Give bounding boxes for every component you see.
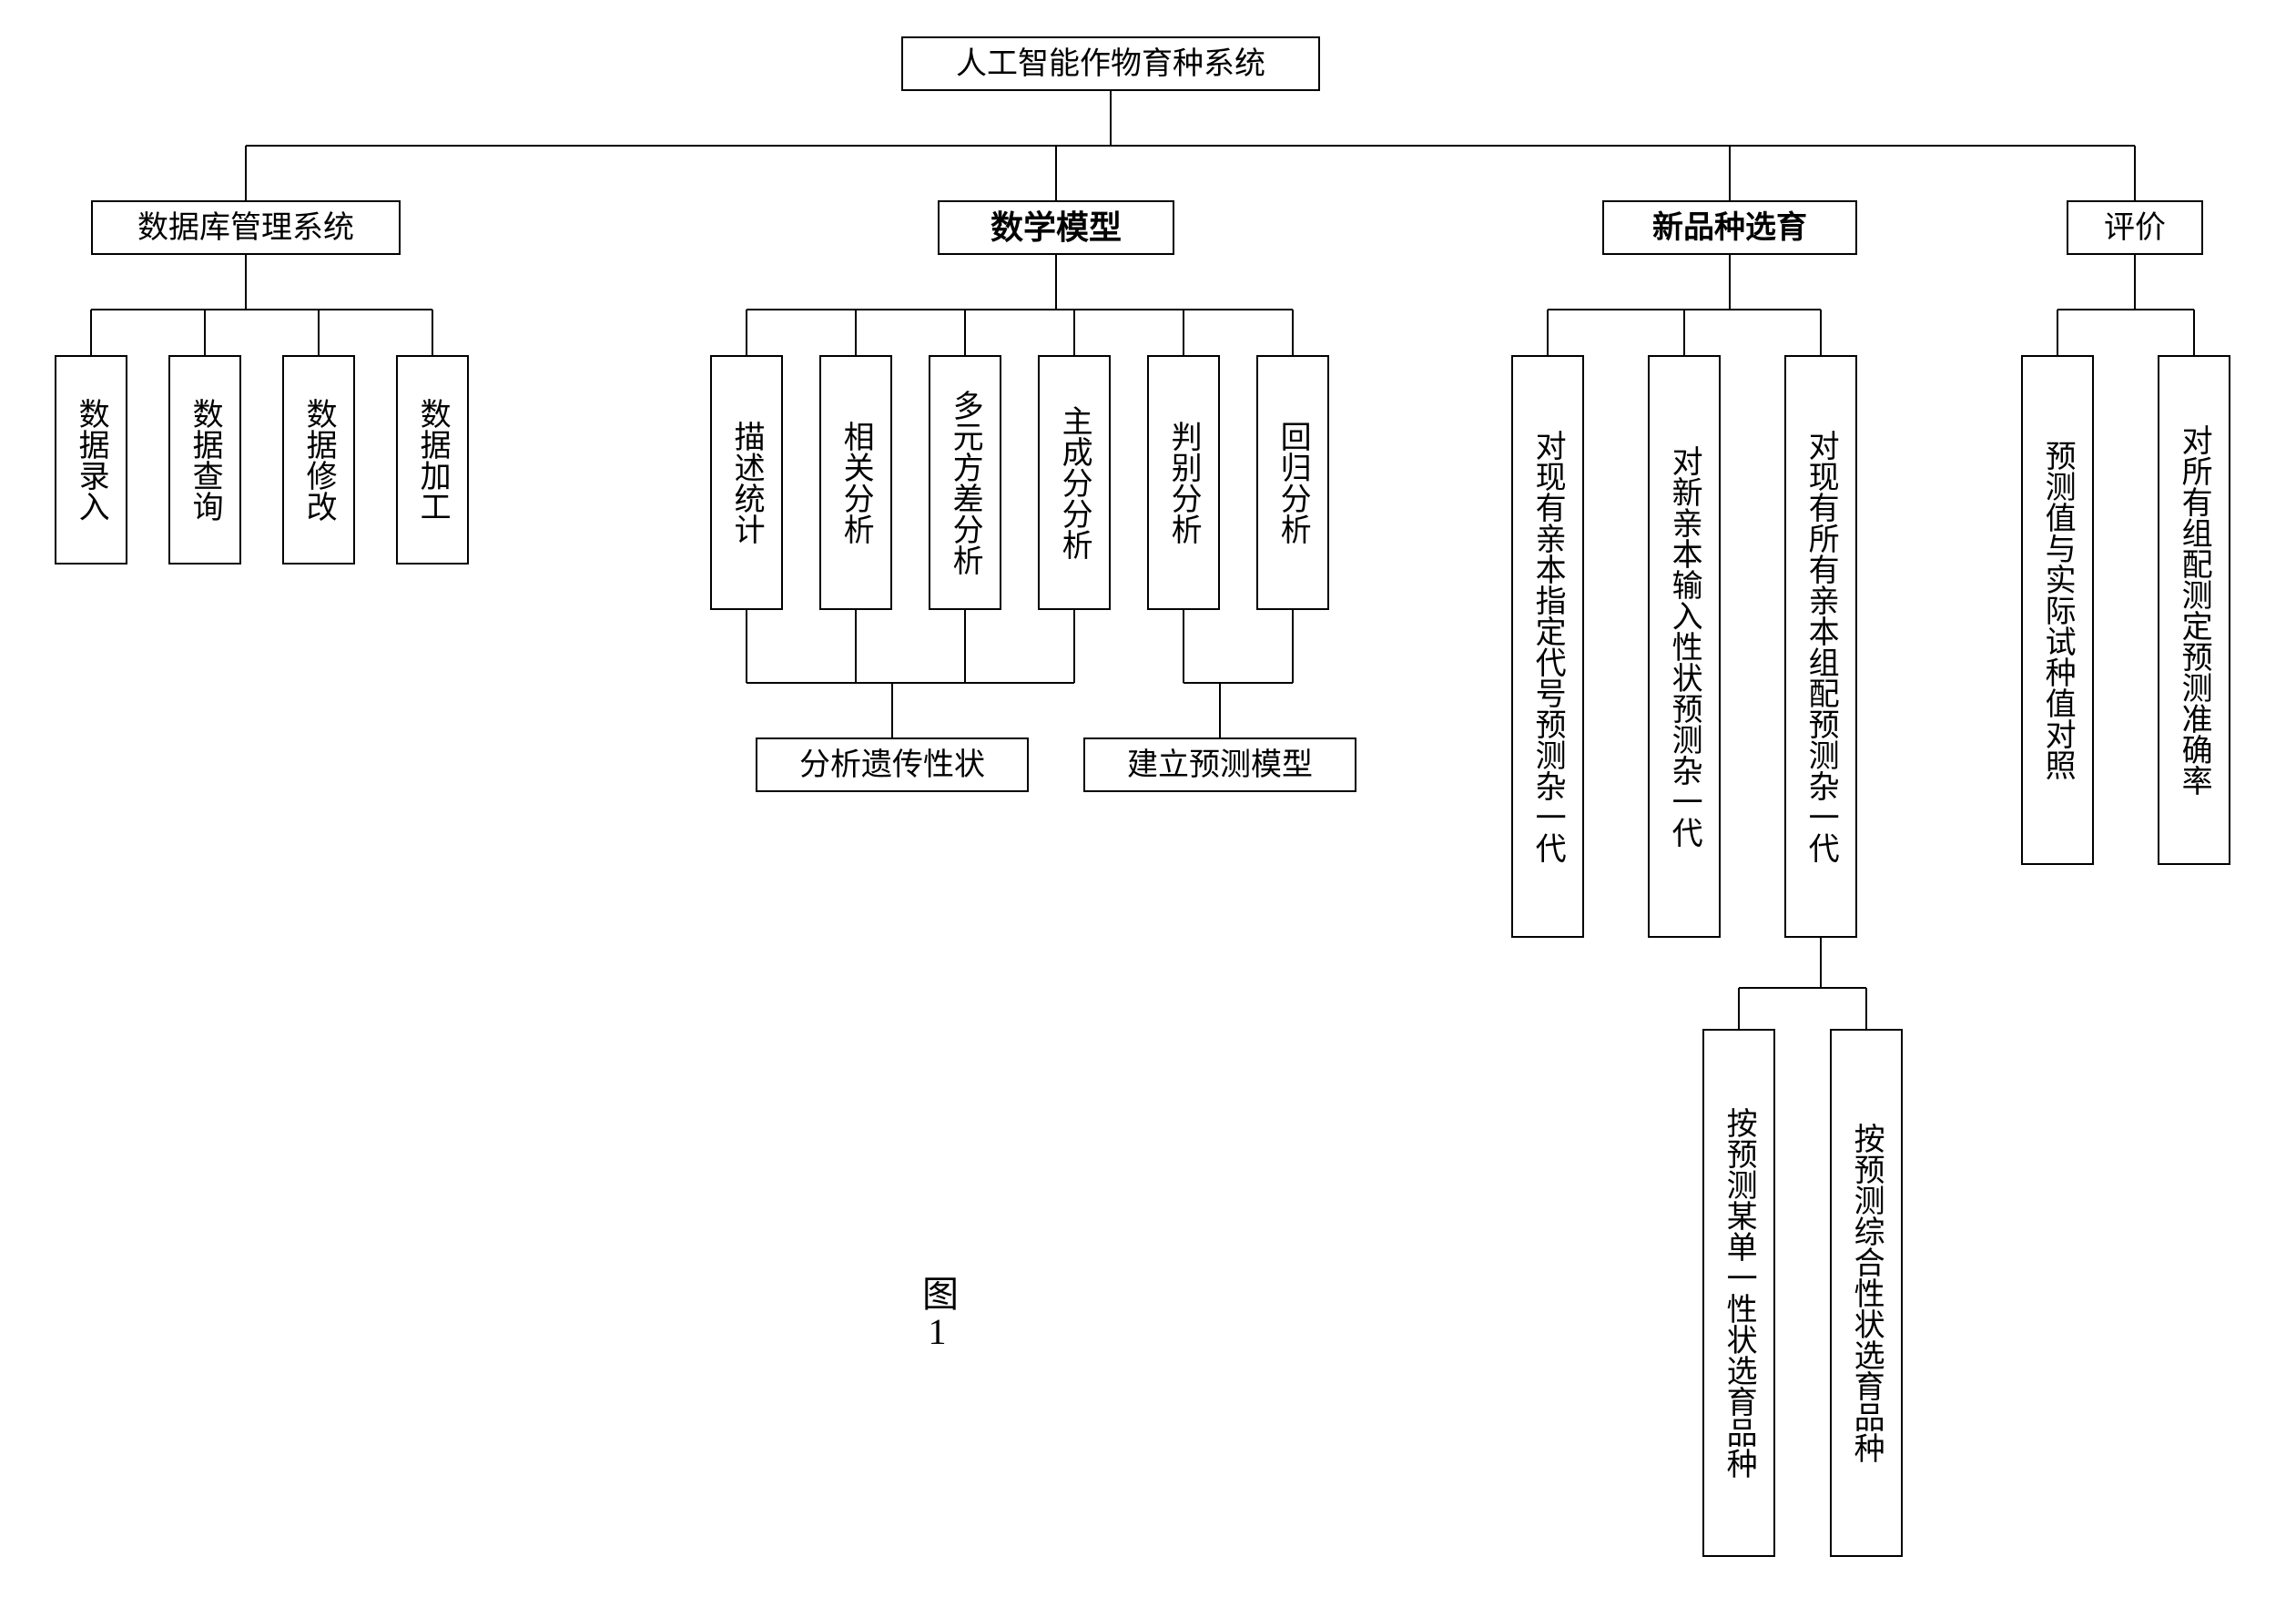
node-m1: 描述统计	[710, 355, 783, 610]
org-chart: 人工智能作物育种系统数据库管理系统 数学模型 新品种选育 评价数据录入 数据查询 数据修改…	[18, 18, 2278, 1579]
node-db1: 数据录入	[55, 355, 127, 565]
node-label: 回归分析	[1273, 421, 1313, 544]
node-label: 按预测某单一性状选育品种	[1719, 1107, 1759, 1479]
node-label: 对新亲本输入性状预测杂一代	[1664, 445, 1704, 848]
node-label: 多元方差分析	[945, 390, 985, 575]
node-m3: 多元方差分析	[929, 355, 1001, 610]
node-e2: 对所有组配测定预测准确率	[2158, 355, 2230, 865]
node-label: 相关分析	[836, 421, 876, 544]
node-label: 对现有亲本指定代号预测杂一代	[1528, 430, 1568, 863]
node-label: 数据加工	[412, 398, 452, 522]
node-b2: 对新亲本输入性状预测杂一代	[1648, 355, 1721, 938]
node-b1: 对现有亲本指定代号预测杂一代	[1511, 355, 1584, 938]
node-root: 人工智能作物育种系统	[901, 36, 1320, 91]
node-eval: 评价	[2067, 200, 2203, 255]
node-label: 分析遗传性状	[799, 745, 985, 785]
node-label: 按预测综合性状选育品种	[1846, 1123, 1886, 1463]
node-label: 数据录入	[71, 398, 111, 522]
node-label: 对现有所有亲本组配预测杂一代	[1801, 430, 1841, 863]
node-m2: 相关分析	[819, 355, 892, 610]
node-b3b: 按预测综合性状选育品种	[1830, 1029, 1903, 1557]
node-label: 预测值与实际试种值对照	[2037, 440, 2078, 780]
node-label: 新品种选育	[1652, 208, 1807, 248]
node-label: 描述统计	[726, 421, 767, 544]
node-label: 数据库管理系统	[137, 208, 354, 248]
node-label: 对所有组配测定预测准确率	[2174, 424, 2214, 796]
figure-caption: 图1	[910, 1275, 963, 1352]
node-e1: 预测值与实际试种值对照	[2021, 355, 2094, 865]
node-db2: 数据查询	[168, 355, 241, 565]
node-breed: 新品种选育	[1602, 200, 1857, 255]
node-label: 主成分分析	[1054, 405, 1094, 560]
node-mb: 建立预测模型	[1083, 737, 1356, 792]
node-ma: 分析遗传性状	[756, 737, 1029, 792]
node-b3: 对现有所有亲本组配预测杂一代	[1784, 355, 1857, 938]
node-label: 数据修改	[299, 398, 339, 522]
node-label: 建立预测模型	[1127, 745, 1313, 785]
node-m4: 主成分分析	[1038, 355, 1111, 610]
node-label: 数学模型	[991, 207, 1122, 249]
node-db3: 数据修改	[282, 355, 355, 565]
node-label: 人工智能作物育种系统	[956, 44, 1265, 84]
node-b3a: 按预测某单一性状选育品种	[1702, 1029, 1775, 1557]
node-db4: 数据加工	[396, 355, 469, 565]
node-math: 数学模型	[938, 200, 1174, 255]
node-label: 判别分析	[1163, 421, 1204, 544]
node-label: 数据查询	[185, 398, 225, 522]
node-label: 评价	[2104, 208, 2166, 248]
node-m6: 回归分析	[1256, 355, 1329, 610]
node-db: 数据库管理系统	[91, 200, 401, 255]
node-m5: 判别分析	[1147, 355, 1220, 610]
